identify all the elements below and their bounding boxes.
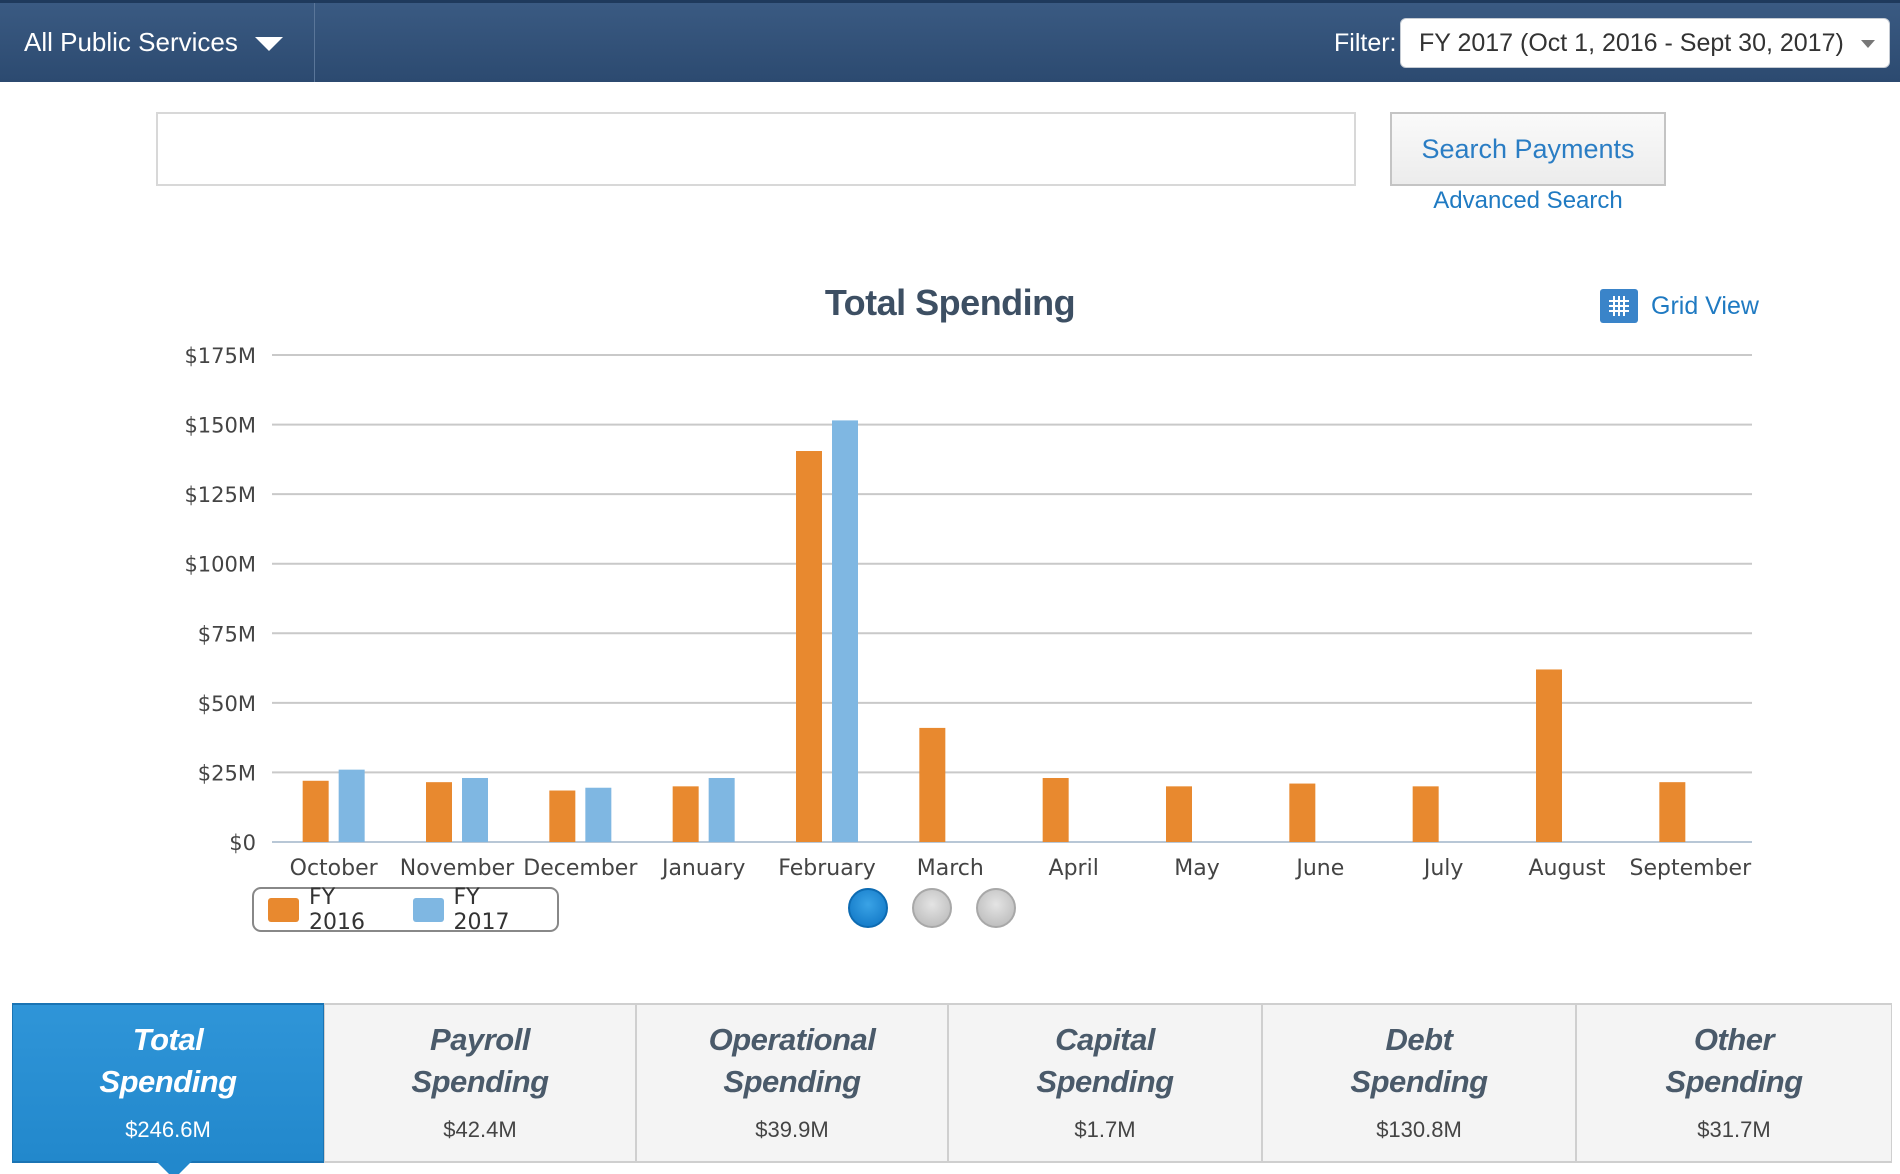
search-payments-button[interactable]: Search Payments — [1390, 112, 1666, 186]
tab-title: Capital Spending — [1036, 1022, 1174, 1099]
x-tick-label: April — [1049, 856, 1099, 881]
active-tab-pointer — [156, 1161, 192, 1174]
bar-fy-2017 — [338, 769, 365, 842]
search-input[interactable] — [156, 112, 1356, 186]
chevron-down-icon — [255, 37, 283, 51]
tab-amount: $130.8M — [1376, 1117, 1462, 1142]
x-tick-label: October — [290, 856, 379, 881]
tab-title: Debt Spending — [1350, 1022, 1488, 1099]
pager-dot-2[interactable] — [912, 888, 952, 928]
total-spending-bar-chart: $0 $25M $50M $75M $100M $125M $150M $175M Octobe… — [184, 344, 1753, 881]
bar-fy-2016 — [302, 780, 329, 842]
tab-amount: $1.7M — [1074, 1117, 1136, 1142]
y-tick-label: $150M — [184, 414, 256, 438]
tab-amount: $42.4M — [443, 1117, 517, 1142]
tab-title: Operational Spending — [708, 1022, 876, 1099]
x-tick-label: March — [917, 856, 984, 881]
bar-fy-2016 — [1412, 786, 1439, 842]
bar-fy-2017 — [462, 777, 488, 842]
fiscal-year-filter-select[interactable]: FY 2017 (Oct 1, 2016 - Sept 30, 2017) — [1400, 18, 1890, 68]
tab-other-spending[interactable]: Other Spending $31.7M — [1576, 1003, 1892, 1163]
x-tick-label: February — [778, 856, 876, 881]
bar-fy-2016 — [549, 790, 576, 842]
x-tick-label: January — [660, 856, 745, 881]
pager-dot-3[interactable] — [976, 888, 1016, 928]
bar-fy-2016 — [1042, 777, 1069, 842]
top-bar: All Public Services Filter: FY 2017 (Oct… — [0, 0, 1900, 82]
x-tick-label: November — [400, 856, 515, 881]
x-tick-label: May — [1174, 856, 1219, 881]
agency-dropdown-label: All Public Services — [24, 27, 238, 57]
bar-fy-2016 — [1166, 786, 1192, 842]
y-tick-label: $75M — [198, 622, 256, 646]
grid-view-label: Grid View — [1651, 291, 1759, 320]
legend-item-fy2016[interactable]: FY 2016 — [268, 885, 396, 935]
tab-title: Total Spending — [99, 1022, 237, 1099]
tab-title: Payroll Spending — [411, 1022, 549, 1099]
chart-legend: FY 2016 FY 2017 — [252, 884, 559, 935]
legend-label: FY 2016 — [309, 884, 366, 935]
x-tick-label: September — [1630, 856, 1753, 881]
legend-swatch — [412, 897, 444, 922]
x-tick-label: June — [1294, 856, 1344, 881]
tab-debt-spending[interactable]: Debt Spending $130.8M — [1262, 1003, 1576, 1163]
pager-dot-1[interactable] — [848, 888, 888, 928]
advanced-search-link[interactable]: Advanced Search — [1433, 187, 1623, 214]
y-tick-label: $100M — [184, 553, 256, 577]
bar-fy-2016 — [1536, 669, 1562, 842]
chart-title: Total Spending — [824, 282, 1076, 323]
tab-total-spending[interactable]: Total Spending $246.6M — [12, 1003, 324, 1174]
tab-capital-spending[interactable]: Capital Spending $1.7M — [948, 1003, 1262, 1163]
bar-fy-2017 — [708, 777, 735, 842]
agency-dropdown[interactable]: All Public Services — [0, 3, 315, 82]
y-tick-label: $0 — [229, 831, 256, 855]
bar-fy-2016 — [1289, 783, 1316, 842]
chart-pager — [848, 888, 1040, 928]
bar-fy-2016 — [1659, 782, 1686, 842]
bar-fy-2017 — [832, 420, 858, 842]
bar-fy-2017 — [585, 787, 612, 842]
legend-swatch — [268, 897, 300, 922]
y-tick-label: $125M — [184, 483, 256, 507]
y-tick-label: $50M — [198, 692, 256, 716]
filter-selected-value: FY 2017 (Oct 1, 2016 - Sept 30, 2017) — [1419, 28, 1844, 57]
tab-amount: $31.7M — [1697, 1117, 1771, 1142]
grid-view-toggle[interactable]: Grid View — [1600, 289, 1759, 323]
x-tick-label: July — [1422, 856, 1464, 881]
x-tick-label: December — [523, 856, 638, 881]
bar-fy-2016 — [426, 782, 452, 842]
filter-label: Filter: — [1334, 29, 1397, 57]
tab-operational-spending[interactable]: Operational Spending $39.9M — [636, 1003, 948, 1163]
bar-fy-2016 — [672, 786, 699, 842]
legend-item-fy2017[interactable]: FY 2017 — [412, 884, 541, 935]
y-tick-label: $25M — [198, 761, 256, 785]
spending-category-tabs: Total Spending $246.6M Payroll Spending … — [12, 1003, 1892, 1174]
x-tick-label: August — [1529, 856, 1606, 881]
chevron-down-icon — [1861, 40, 1875, 48]
y-tick-label: $175M — [184, 344, 256, 368]
bar-fy-2016 — [796, 451, 822, 842]
tab-payroll-spending[interactable]: Payroll Spending $42.4M — [324, 1003, 636, 1163]
grid-icon — [1600, 289, 1638, 323]
tab-title: Other Spending — [1665, 1022, 1803, 1099]
bar-fy-2016 — [919, 727, 946, 842]
legend-label: FY 2017 — [453, 884, 510, 935]
tab-amount: $246.6M — [125, 1117, 211, 1142]
tab-amount: $39.9M — [755, 1117, 829, 1142]
